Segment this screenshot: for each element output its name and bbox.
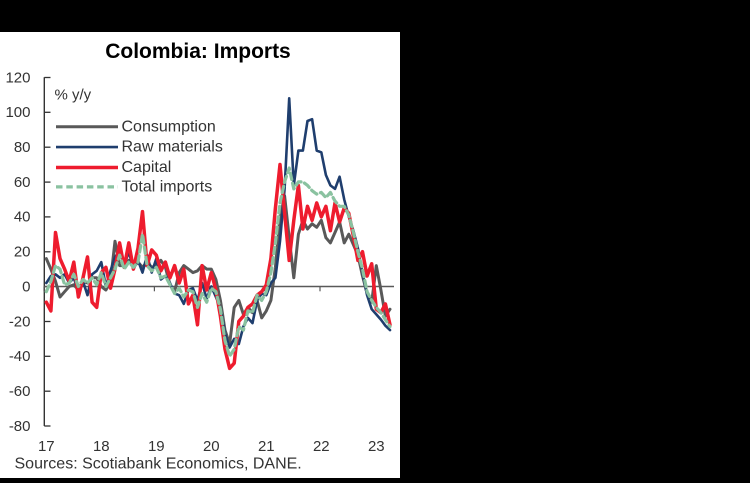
svg-text:Total imports: Total imports <box>122 179 213 196</box>
svg-text:120: 120 <box>5 69 30 86</box>
svg-text:Consumption: Consumption <box>122 118 216 135</box>
svg-text:-20: -20 <box>9 313 31 330</box>
svg-text:20: 20 <box>14 244 31 261</box>
svg-text:60: 60 <box>14 174 31 191</box>
svg-text:40: 40 <box>14 209 31 226</box>
svg-text:Colombia: Imports: Colombia: Imports <box>105 40 291 63</box>
svg-text:21: 21 <box>258 438 275 455</box>
svg-text:-80: -80 <box>9 418 31 435</box>
svg-text:Capital: Capital <box>122 159 172 176</box>
svg-text:17: 17 <box>38 438 55 455</box>
svg-text:19: 19 <box>148 438 165 455</box>
svg-text:100: 100 <box>5 104 30 121</box>
svg-text:18: 18 <box>93 438 110 455</box>
svg-text:-40: -40 <box>9 348 31 365</box>
svg-text:Raw materials: Raw materials <box>122 139 223 156</box>
svg-text:80: 80 <box>14 139 31 156</box>
svg-text:22: 22 <box>313 438 330 455</box>
svg-text:% y/y: % y/y <box>55 87 92 104</box>
svg-text:Sources: Scotiabank Economics,: Sources: Scotiabank Economics, DANE. <box>15 456 302 473</box>
svg-text:0: 0 <box>22 278 30 295</box>
svg-text:23: 23 <box>368 438 385 455</box>
svg-text:-60: -60 <box>9 383 31 400</box>
svg-text:20: 20 <box>203 438 220 455</box>
